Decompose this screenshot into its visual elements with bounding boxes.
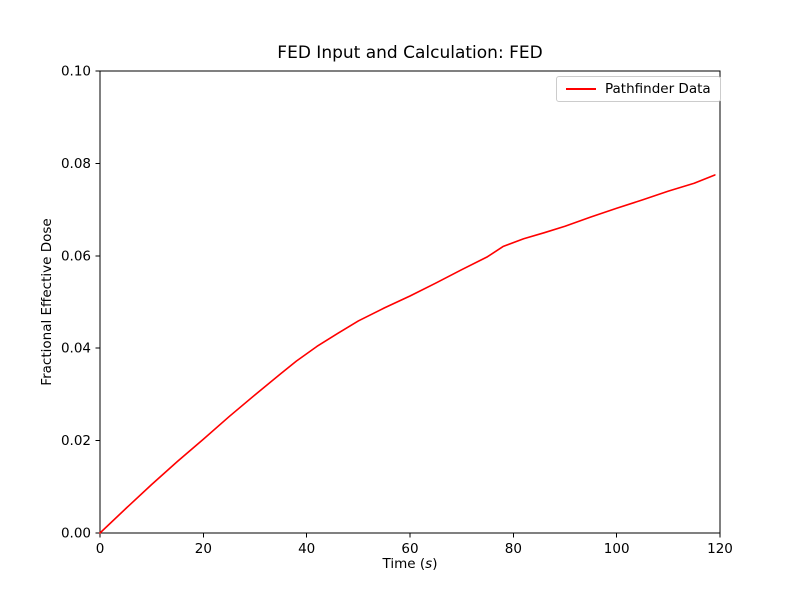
legend: Pathfinder Data xyxy=(556,76,721,102)
data-series-line xyxy=(99,174,716,534)
y-axis-label: Fractional Effective Dose xyxy=(39,218,55,386)
x-axis-label-suffix: ) xyxy=(432,556,438,572)
y-tick-label: 0.06 xyxy=(61,248,91,264)
y-tick-label: 0.10 xyxy=(61,64,91,80)
x-tick-label: 20 xyxy=(195,541,212,557)
y-tick-label: 0.00 xyxy=(61,526,91,542)
y-tick-label: 0.04 xyxy=(61,341,91,357)
y-tick-label: 0.02 xyxy=(61,433,91,449)
x-tick-label: 80 xyxy=(505,541,522,557)
x-tick-label: 120 xyxy=(707,541,733,557)
axes-spines xyxy=(99,70,721,534)
y-tick-label: 0.08 xyxy=(61,156,91,172)
legend-line-sample xyxy=(566,88,596,90)
x-axis-label-math-var: s xyxy=(425,556,433,572)
x-tick-label: 100 xyxy=(604,541,630,557)
x-axis-label-text: Time ( xyxy=(382,556,426,572)
x-axis-label: Time (s) xyxy=(100,556,720,572)
x-tick-label: 60 xyxy=(401,541,418,557)
chart-title: FED Input and Calculation: FED xyxy=(277,43,543,63)
x-tick-label: 0 xyxy=(96,541,105,557)
x-tick-label: 40 xyxy=(298,541,315,557)
legend-label: Pathfinder Data xyxy=(605,81,711,97)
